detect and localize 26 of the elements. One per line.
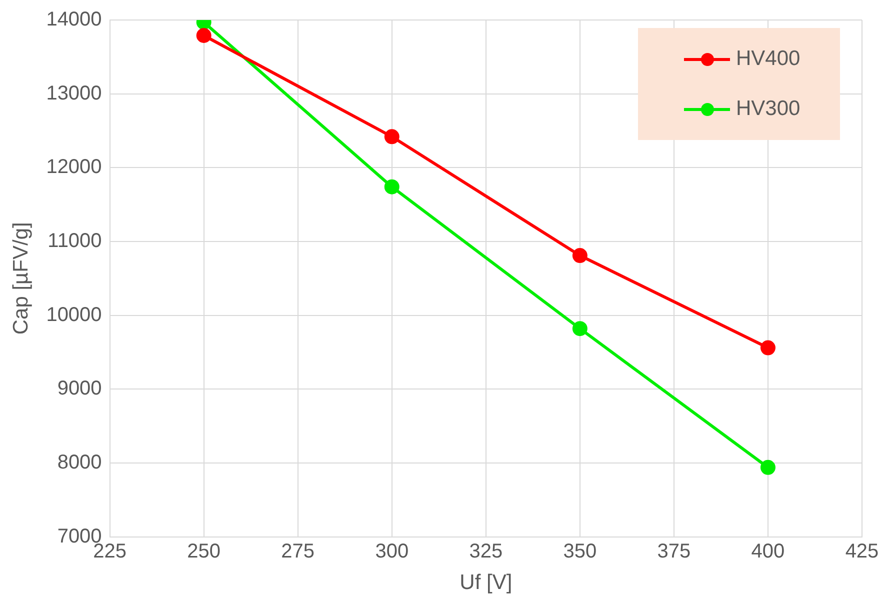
y-tick-label: 10000 bbox=[46, 304, 102, 326]
point bbox=[384, 179, 400, 194]
x-tick-label: 300 bbox=[375, 540, 409, 562]
legend-label: HV300 bbox=[736, 97, 800, 121]
x-tick-label: 400 bbox=[751, 540, 785, 562]
y-tick-label: 14000 bbox=[46, 8, 102, 31]
point bbox=[760, 460, 776, 475]
x-axis-title: Uf [V] bbox=[460, 571, 512, 594]
y-tick-label: 9000 bbox=[57, 378, 102, 400]
y-tick-label: 11000 bbox=[48, 230, 102, 252]
x-tick-label: 425 bbox=[845, 540, 879, 562]
y-tick-label: 8000 bbox=[57, 451, 102, 474]
y-tick-label: 12000 bbox=[46, 156, 102, 178]
x-tick-label: 250 bbox=[187, 540, 221, 562]
point bbox=[572, 321, 588, 336]
x-tick-label: 350 bbox=[563, 540, 597, 562]
x-tick-label: 325 bbox=[469, 540, 503, 562]
x-tick-label: 375 bbox=[657, 540, 691, 562]
y-tick-label: 13000 bbox=[46, 82, 102, 104]
point bbox=[572, 248, 588, 264]
point bbox=[196, 28, 212, 44]
point bbox=[760, 340, 776, 356]
legend-label: HV400 bbox=[736, 47, 800, 71]
point bbox=[384, 129, 400, 144]
y-axis-title: Cap [µFV/g] bbox=[9, 222, 32, 335]
x-tick-label: 275 bbox=[281, 540, 315, 562]
